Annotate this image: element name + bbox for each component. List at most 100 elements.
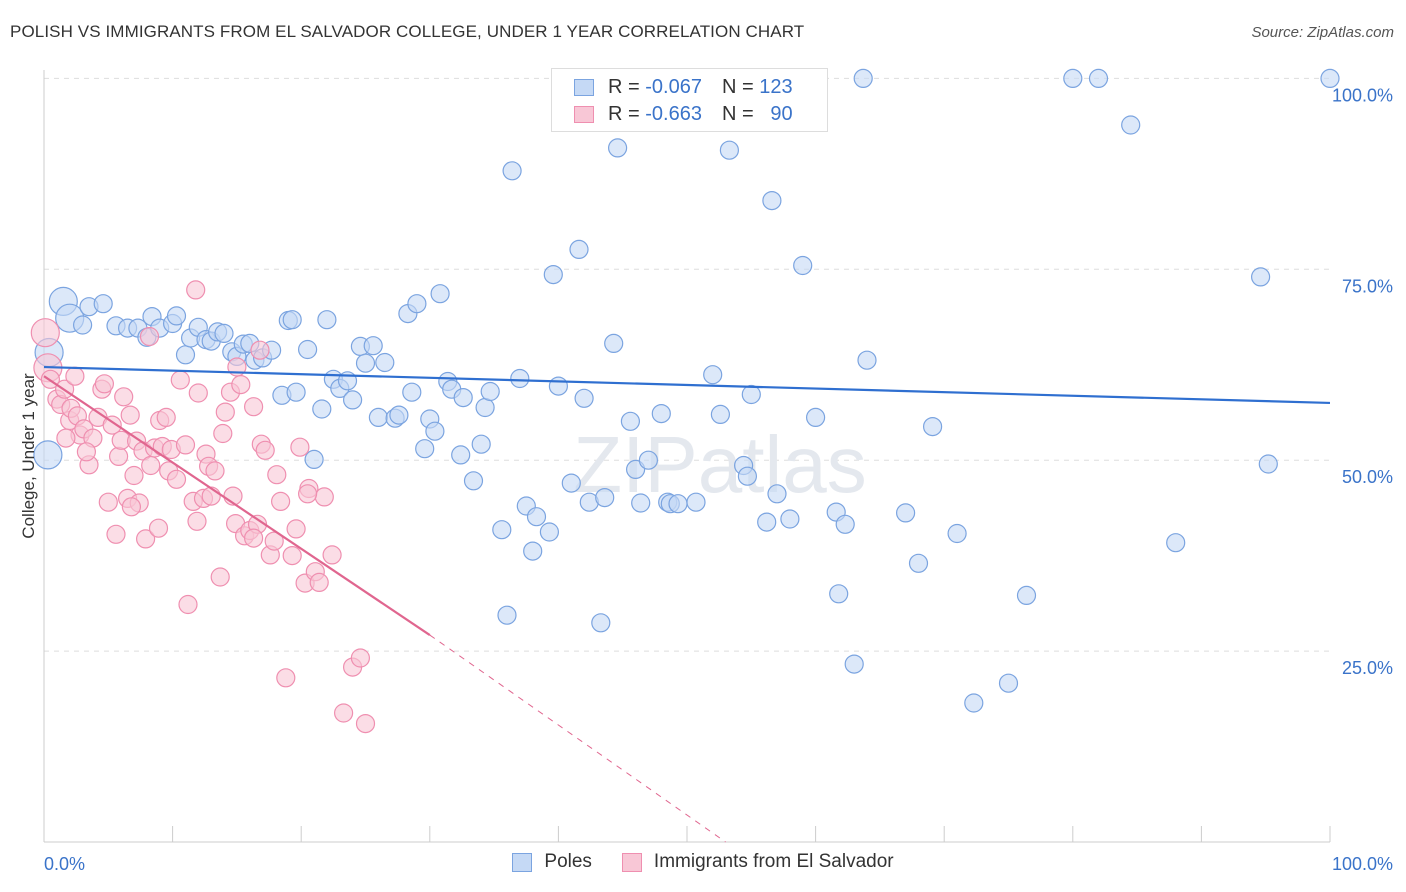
poles-point <box>502 161 522 181</box>
el-salvador-point <box>231 375 251 395</box>
poles-point <box>857 350 877 370</box>
poles-point <box>1088 68 1109 89</box>
poles-point <box>595 488 615 508</box>
poles-point <box>762 191 782 211</box>
el-salvador-point <box>244 397 264 417</box>
poles-point <box>430 284 450 304</box>
poles-point <box>1063 68 1083 89</box>
el-salvador-point <box>255 440 275 460</box>
poles-point <box>451 445 471 465</box>
el-salvador-point <box>98 492 118 512</box>
poles-point <box>829 584 849 604</box>
el-salvador-trend-extension <box>429 634 726 843</box>
poles-point <box>492 520 512 540</box>
poles-n-value: 123 <box>759 75 793 98</box>
poles-point <box>835 514 855 534</box>
poles-point <box>355 353 376 373</box>
el-salvador-point <box>187 511 207 531</box>
poles-point <box>471 434 491 454</box>
el-salvador-point <box>106 524 126 544</box>
el-salvador-point <box>170 370 190 390</box>
poles-point <box>425 421 445 441</box>
el-salvador-point <box>114 387 134 407</box>
poles-point <box>286 382 306 402</box>
el-salvador-point <box>121 497 141 517</box>
el-salvador-point <box>76 442 97 462</box>
el-salvador-point <box>298 484 318 504</box>
poles-point <box>569 239 589 259</box>
poles-point <box>282 310 302 330</box>
el-salvador-point <box>244 528 264 548</box>
poles-point <box>389 405 409 425</box>
poles-point <box>757 512 777 532</box>
x-tick-label: 0.0% <box>44 854 85 874</box>
poles-point <box>607 138 628 158</box>
y-tick-label: 50.0% <box>1342 467 1393 487</box>
trend-lines <box>43 365 1331 843</box>
poles-point <box>523 541 543 561</box>
el-salvador-point <box>148 518 169 538</box>
poles-point <box>853 68 873 89</box>
chart-title: POLISH VS IMMIGRANTS FROM EL SALVADOR CO… <box>10 22 805 41</box>
el-salvador-point <box>65 366 85 386</box>
poles-point <box>475 397 495 418</box>
poles-point <box>651 404 671 424</box>
el-salvador-point <box>282 545 302 566</box>
poles-point <box>638 450 659 470</box>
el-salvador-point <box>271 491 291 511</box>
el-salvador-point <box>30 318 60 348</box>
poles-point <box>741 384 761 405</box>
legend-item-poles: Poles <box>512 851 592 873</box>
el-salvador-r-label: R = <box>608 102 640 125</box>
poles-point <box>93 294 113 314</box>
poles-point <box>1121 115 1141 135</box>
poles-point <box>166 306 187 326</box>
el-salvador-point <box>276 668 296 688</box>
stats-legend: R = -0.067 N = 123 R = -0.663 N = 90 <box>551 68 828 132</box>
poles-point <box>686 492 706 512</box>
poles-point <box>895 503 916 523</box>
poles-point <box>463 471 484 491</box>
poles-trend-line <box>43 365 1331 405</box>
el-salvador-point <box>314 487 334 507</box>
poles-point <box>604 333 624 353</box>
el-salvador-point <box>250 340 270 360</box>
poles-point <box>72 315 93 335</box>
poles-point <box>214 323 234 343</box>
el-salvador-swatch <box>574 105 594 123</box>
poles-point <box>703 365 723 385</box>
poles-point <box>780 509 800 529</box>
poles-point <box>793 255 813 276</box>
el-salvador-point <box>267 465 287 485</box>
poles-point <box>363 336 383 356</box>
poles-r-value: -0.067 <box>645 75 702 98</box>
el-salvador-point <box>139 326 160 347</box>
poles-point <box>497 605 517 625</box>
poles-point <box>1258 454 1278 474</box>
y-tick-label: 25.0% <box>1342 658 1393 678</box>
legend-row-poles: R = -0.067 N = 123 <box>574 74 793 100</box>
poles-point <box>844 654 864 674</box>
el-salvador-point <box>309 572 329 593</box>
el-salvador-n-value: 90 <box>770 102 793 125</box>
poles-point <box>298 339 318 360</box>
el-salvador-point <box>136 529 156 549</box>
source-credit: Source: ZipAtlas.com <box>1251 24 1394 41</box>
poles-r-label: R = <box>608 75 640 98</box>
poles-point <box>480 381 500 402</box>
poles-point <box>415 439 435 459</box>
poles-point <box>1320 68 1340 89</box>
poles-point <box>620 411 641 431</box>
el-salvador-n-label: N = <box>721 102 754 125</box>
poles-point <box>175 345 196 365</box>
el-salvador-point <box>166 469 187 489</box>
el-salvador-point <box>213 423 233 444</box>
el-salvador-point <box>94 374 115 394</box>
el-salvador-point <box>264 531 284 551</box>
poles-point <box>543 265 563 285</box>
x-tick-label: 100.0% <box>1332 854 1393 874</box>
el-salvador-legend-swatch <box>621 852 642 872</box>
el-salvador-point <box>175 435 196 455</box>
poles-point <box>767 484 787 504</box>
